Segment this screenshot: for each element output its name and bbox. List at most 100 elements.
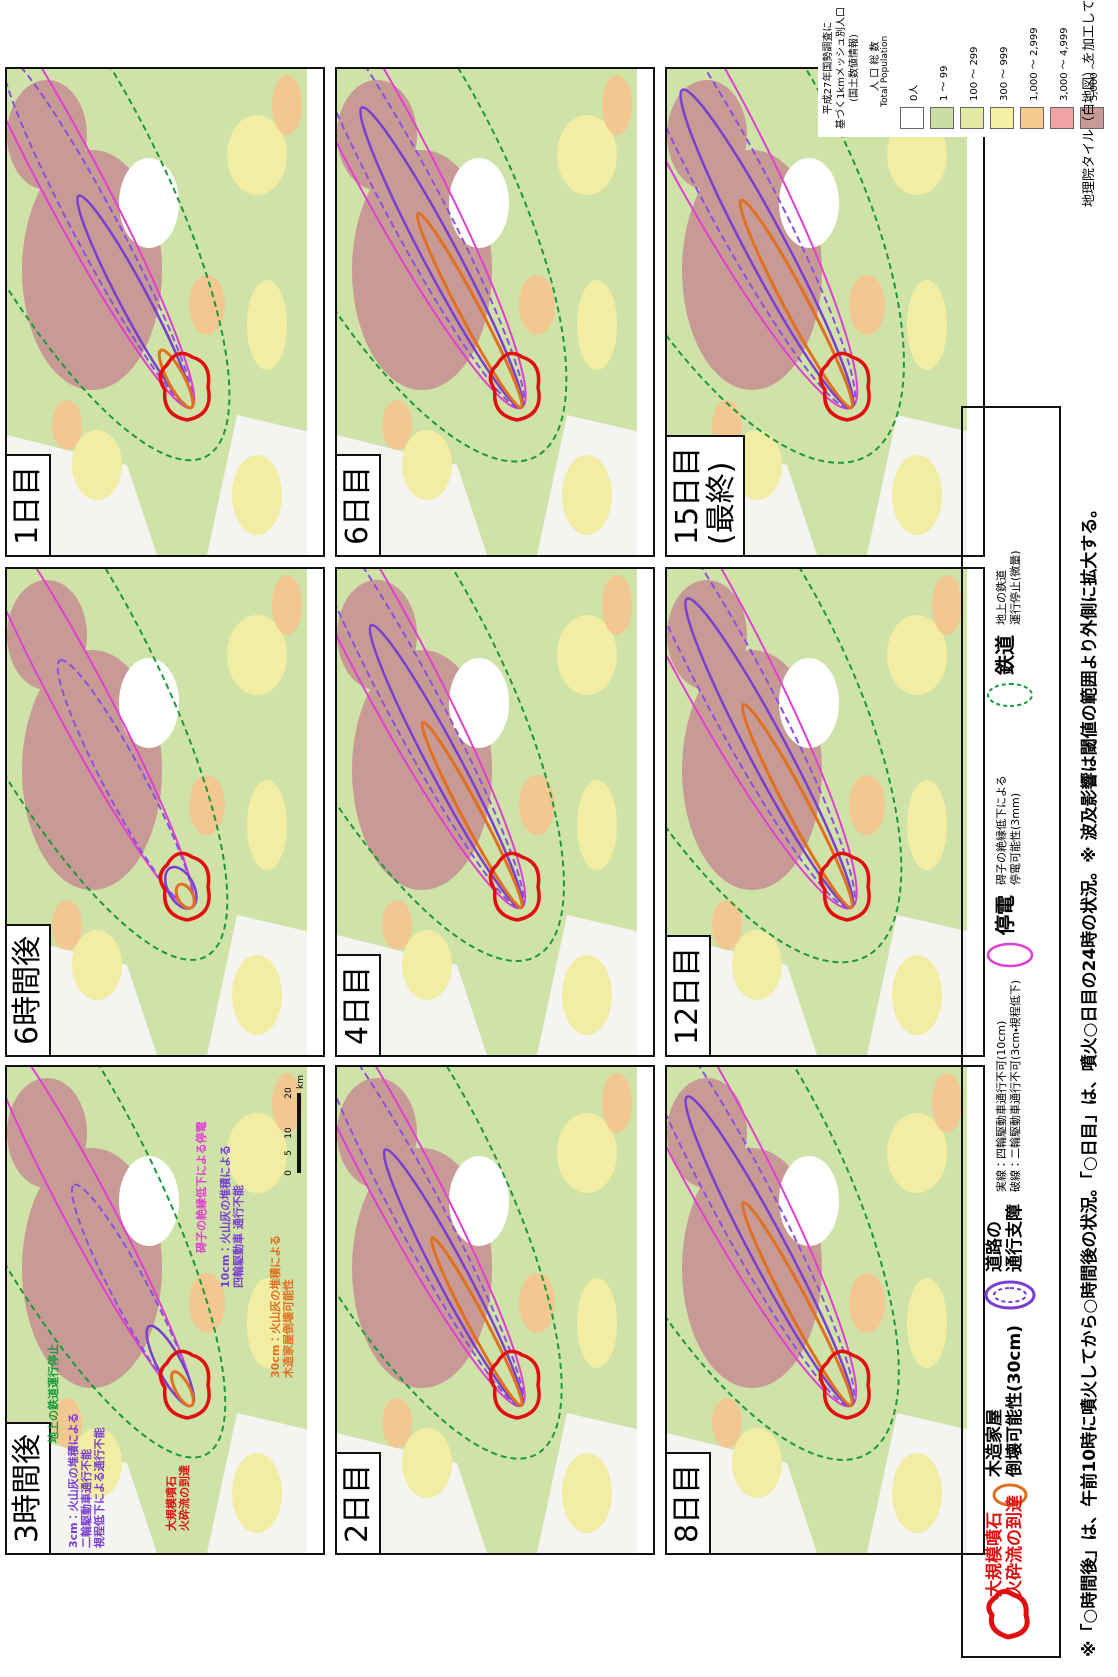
- map: [337, 69, 653, 555]
- road-2wd-zone: [337, 1067, 525, 1407]
- orange-area: [602, 75, 632, 135]
- header-en: Total Population: [880, 35, 890, 107]
- orange-area: [272, 575, 302, 635]
- panel-label-text: 8日目: [670, 1463, 705, 1543]
- title-line: 平成27年国勢調査に: [823, 21, 834, 115]
- bay: [779, 1156, 839, 1246]
- yellow-area: [247, 1278, 287, 1368]
- pyroclastic-zone: [158, 351, 211, 422]
- legend-note: 地上の鉄道: [995, 570, 1008, 625]
- urban-area: [337, 580, 417, 690]
- map-panel: 6日目: [335, 67, 655, 557]
- annotation-line: 二輪駆動車通行不能: [80, 1449, 93, 1548]
- legend-title: 大規模噴石: [985, 1512, 1005, 1597]
- yellow-area: [907, 280, 947, 370]
- orange-area: [382, 400, 412, 450]
- orange-area: [52, 400, 82, 450]
- sea: [307, 69, 323, 555]
- yellow-area: [887, 1113, 947, 1193]
- legend-note: 運行停止(微量): [1009, 550, 1022, 625]
- legend-title: 停電: [993, 895, 1017, 935]
- house-zone: [420, 720, 524, 910]
- scale-tick: 20: [284, 1087, 294, 1099]
- sea: [307, 1067, 323, 1553]
- legend-title: 鉄道: [993, 635, 1017, 675]
- yellow-area: [892, 1453, 942, 1533]
- bay: [119, 658, 179, 748]
- yellow-area: [732, 930, 782, 1000]
- legend-pyroclastic: 大規模噴石 火砕流の到達: [985, 1495, 1025, 1597]
- yellow-area: [247, 280, 287, 370]
- panel-label-text: 3時間後: [10, 1433, 45, 1543]
- bay: [119, 1156, 179, 1246]
- legend-icon-house: [992, 1483, 1028, 1507]
- map-panel: 0 5 10 20 km 3時間後 地上の鉄道運行停止 3cm：火山灰の堆積による 二輪駆動車通…: [5, 1065, 325, 1555]
- yellow-area: [72, 930, 122, 1000]
- urban-area: [7, 580, 87, 690]
- orange-area: [189, 275, 225, 335]
- annotation-line: 大規模噴石: [165, 1476, 178, 1531]
- orange-area: [849, 275, 885, 335]
- yellow-area: [577, 780, 617, 870]
- house-zone: [741, 1200, 854, 1408]
- population-row-label: 0人: [909, 84, 920, 101]
- legend-house: 木造家屋 倒壊可能性(30cm): [985, 1325, 1025, 1477]
- legend-note: 停電可能性(3mm): [1009, 792, 1022, 885]
- scale-tick: 10: [284, 1127, 294, 1139]
- panel-label-text: 6日目: [340, 465, 375, 545]
- pyroclastic-zone: [818, 1349, 871, 1420]
- sea: [637, 569, 653, 1055]
- panel-label: 4日目: [337, 953, 381, 1055]
- yellow-area: [227, 1113, 287, 1193]
- legend-title: 通行支障: [1005, 1204, 1025, 1272]
- legend-note: 破線：二輪駆動車通行不可(3cm・視程低下): [1009, 979, 1022, 1192]
- orange-area: [602, 1073, 632, 1133]
- orange-area: [602, 575, 632, 635]
- yellow-area: [402, 930, 452, 1000]
- scale-tick: 5: [284, 1150, 294, 1156]
- swatch: [900, 107, 924, 129]
- sea: [967, 69, 983, 555]
- rail-zone: [667, 1067, 900, 1461]
- orange-area: [52, 900, 82, 950]
- pyroclastic-zone: [488, 851, 541, 922]
- legend-icon-road: [984, 1280, 1036, 1310]
- map-panel: 12日目: [665, 567, 985, 1057]
- annotation: 地上の鉄道運行停止: [47, 1344, 60, 1443]
- panel-label: 2日目: [337, 1451, 381, 1553]
- rail-zone: [337, 1067, 563, 1460]
- urban-area: [667, 580, 747, 690]
- map: [7, 69, 323, 555]
- yellow-area: [72, 430, 122, 500]
- sea: [307, 569, 323, 1055]
- orange-area: [849, 775, 885, 835]
- yellow-area: [557, 115, 617, 195]
- legend-title: 木造家屋: [985, 1409, 1005, 1477]
- legend-frame: [961, 406, 1061, 1658]
- legend-icon-pyroclastic: [986, 1589, 1030, 1640]
- map: [7, 569, 323, 1055]
- sea: [637, 1067, 653, 1553]
- legend-rail: 鉄道: [993, 635, 1017, 675]
- yellow-area: [232, 455, 282, 535]
- panel-label-text: 15日目: [670, 446, 705, 545]
- footnote: ※「○時間後」は、午前10時に噴火してから○時間後の状況。「○日目」は、噴火○日…: [1080, 500, 1100, 1657]
- annotation: 碍子の絶縁低下による停電: [195, 1121, 208, 1253]
- panel-label-text: 6時間後: [10, 935, 45, 1045]
- yellow-area: [232, 1453, 282, 1533]
- legend-power-notes: 碍子の絶縁低下による 停電可能性(3mm): [995, 775, 1023, 885]
- title-line: (国土数値情報): [849, 34, 860, 102]
- house-zone: [157, 348, 195, 410]
- panel-label: 3時間後: [7, 1421, 51, 1553]
- yellow-area: [562, 455, 612, 535]
- map-panel: 15日目 (最終): [665, 67, 985, 557]
- panel-label-text: 1日目: [10, 465, 45, 545]
- orange-area: [519, 275, 555, 335]
- pyroclastic-zone: [158, 851, 211, 922]
- scale-line: [297, 1093, 301, 1173]
- panel-label: 15日目 (最終): [667, 434, 745, 555]
- urban-area: [337, 80, 417, 190]
- legend-icon-power: [986, 942, 1034, 968]
- bay: [779, 158, 839, 248]
